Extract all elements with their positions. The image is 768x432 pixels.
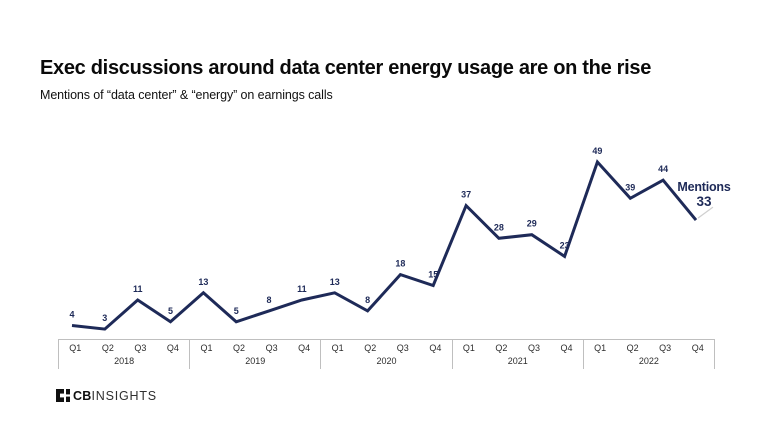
axis-quarter-label: Q1 [69, 343, 82, 353]
axis-quarter-row: Q1 Q2 Q3 Q4 [190, 343, 320, 353]
axis-quarter-row: Q1 Q2 Q3 Q4 [584, 343, 714, 353]
axis-quarter-label: Q4 [691, 343, 704, 353]
point-value-label: 44 [658, 164, 668, 174]
point-value-label: 11 [133, 284, 143, 294]
axis-quarter-label: Q4 [560, 343, 573, 353]
axis-year-label: 2021 [507, 356, 528, 366]
series-annotation-label: Mentions [677, 180, 731, 194]
cbinsights-logo: CB INSIGHTS [56, 388, 157, 403]
axis-quarter-label: Q4 [429, 343, 442, 353]
point-value-label: 37 [461, 190, 471, 200]
logo-text-cb: CB [73, 388, 92, 403]
point-value-label: 8 [365, 295, 370, 305]
point-value-label: 3 [102, 313, 107, 323]
point-value-label: 29 [527, 219, 537, 229]
logo-text-insights: INSIGHTS [91, 388, 157, 403]
point-value-label: 5 [168, 306, 173, 316]
point-value-label: 4 [69, 310, 74, 320]
axis-quarter-label: Q1 [200, 343, 213, 353]
point-value-label: 23 [560, 240, 570, 250]
axis-quarter-label: Q2 [101, 343, 114, 353]
axis-quarter-row: Q1 Q2 Q3 Q4 [59, 343, 189, 353]
axis-quarter-label: Q4 [166, 343, 179, 353]
axis-quarter-label: Q4 [298, 343, 311, 353]
axis-quarter-row: Q1 Q2 Q3 Q4 [453, 343, 583, 353]
cbinsights-logo-icon [56, 389, 70, 402]
series-end-annotation: Mentions 33 [666, 180, 742, 210]
page-subtitle: Mentions of “data center” & “energy” on … [40, 88, 333, 102]
x-axis: Q1 Q2 Q3 Q4 2018 Q1 Q2 Q3 Q4 2019 Q1 Q2 Q3 Q4 2020 Q1 Q2… [58, 339, 715, 369]
axis-year-group: Q1 Q2 Q3 Q4 2018 [58, 340, 189, 369]
axis-quarter-label: Q2 [233, 343, 246, 353]
annotation-leader-line [697, 206, 714, 219]
axis-year-group: Q1 Q2 Q3 Q4 2022 [582, 340, 714, 369]
data-line [71, 159, 698, 331]
axis-quarter-label: Q2 [364, 343, 377, 353]
axis-quarter-row: Q1 Q2 Q3 Q4 [321, 343, 451, 353]
axis-quarter-label: Q2 [495, 343, 508, 353]
point-value-label: 49 [592, 146, 602, 156]
point-value-label: 28 [494, 222, 504, 232]
point-value-label: 8 [266, 295, 271, 305]
axis-year-group: Q1 Q2 Q3 Q4 2021 [451, 340, 583, 369]
axis-quarter-label: Q3 [527, 343, 540, 353]
axis-quarter-label: Q3 [134, 343, 147, 353]
axis-quarter-label: Q3 [659, 343, 672, 353]
axis-year-group: Q1 Q2 Q3 Q4 2020 [320, 340, 451, 369]
point-value-label: 11 [297, 284, 307, 294]
point-value-label: 5 [234, 306, 239, 316]
point-value-label: 13 [330, 277, 340, 287]
axis-quarter-label: Q3 [265, 343, 278, 353]
axis-quarter-label: Q1 [594, 343, 607, 353]
axis-quarter-label: Q1 [462, 343, 475, 353]
point-value-label: 18 [395, 259, 405, 269]
axis-quarter-label: Q3 [396, 343, 409, 353]
axis-year-label: 2018 [114, 356, 135, 366]
axis-year-label: 2019 [245, 356, 266, 366]
point-value-label: 39 [625, 182, 635, 192]
axis-year-label: 2022 [638, 356, 659, 366]
point-value-label: 13 [198, 277, 208, 287]
axis-year-group: Q1 Q2 Q3 Q4 2019 [189, 340, 320, 369]
axis-quarter-label: Q2 [626, 343, 639, 353]
page-title: Exec discussions around data center ener… [40, 57, 652, 79]
axis-year-label: 2020 [376, 356, 397, 366]
point-value-label: 15 [428, 270, 438, 280]
axis-quarter-label: Q1 [331, 343, 344, 353]
series-annotation-value: 33 [696, 194, 712, 210]
